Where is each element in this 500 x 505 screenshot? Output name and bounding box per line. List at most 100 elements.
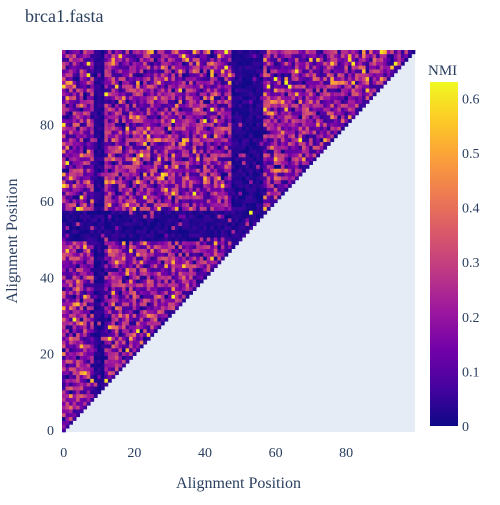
heatmap-cell xyxy=(125,141,130,146)
heatmap-cell xyxy=(171,305,176,311)
heatmap-cell xyxy=(273,195,278,200)
heatmap-cell xyxy=(333,88,338,93)
heatmap-cell xyxy=(76,317,80,322)
heatmap-cell xyxy=(220,153,225,158)
heatmap-cell xyxy=(132,302,137,307)
heatmap-cell xyxy=(65,107,70,112)
heatmap-cell xyxy=(277,187,282,192)
heatmap-cell xyxy=(125,233,130,238)
heatmap-cell xyxy=(319,141,324,146)
plot-area[interactable] xyxy=(62,50,416,433)
heatmap-cell xyxy=(83,344,88,349)
heatmap-cell xyxy=(76,244,80,249)
heatmap-cell xyxy=(171,122,176,127)
heatmap-cell xyxy=(86,50,91,55)
heatmap-cell xyxy=(93,195,98,200)
heatmap-cell xyxy=(111,210,116,215)
heatmap-cell xyxy=(171,95,176,101)
heatmap-cell xyxy=(189,145,193,150)
heatmap-cell xyxy=(167,290,172,295)
heatmap-cell xyxy=(344,61,349,66)
heatmap-cell xyxy=(287,118,292,123)
heatmap-cell xyxy=(76,134,80,139)
heatmap-cell xyxy=(174,61,179,66)
heatmap-cell xyxy=(273,111,278,116)
heatmap-cell xyxy=(153,160,158,165)
heatmap-cell xyxy=(178,298,183,303)
heatmap-cell xyxy=(294,137,299,143)
heatmap-cell xyxy=(326,92,331,97)
heatmap-cell xyxy=(167,214,172,219)
heatmap-cell xyxy=(164,302,169,307)
heatmap-cell xyxy=(266,80,271,85)
heatmap-cell xyxy=(146,107,151,112)
heatmap-cell xyxy=(245,160,250,165)
heatmap-cell xyxy=(160,198,165,204)
heatmap-cell xyxy=(280,80,285,85)
heatmap-cell xyxy=(86,237,91,242)
heatmap-cell xyxy=(72,141,77,146)
heatmap-cell xyxy=(256,65,261,70)
heatmap-cell xyxy=(90,160,95,165)
heatmap-cell xyxy=(125,206,130,211)
heatmap-cell xyxy=(220,183,225,188)
heatmap-cell xyxy=(330,65,335,70)
heatmap-cell xyxy=(97,103,102,108)
heatmap-cell xyxy=(129,233,133,238)
heatmap-cell xyxy=(376,65,381,70)
heatmap-cell xyxy=(143,225,148,230)
heatmap-cell xyxy=(62,389,66,395)
heatmap-cell xyxy=(132,134,137,139)
heatmap-cell xyxy=(347,88,352,93)
heatmap-cell xyxy=(125,359,130,364)
heatmap-cell xyxy=(146,210,151,215)
heatmap-cell xyxy=(107,340,112,345)
heatmap-cell xyxy=(298,134,303,139)
heatmap-cell xyxy=(122,126,126,131)
heatmap-cell xyxy=(213,210,218,215)
heatmap-cell xyxy=(203,92,208,97)
heatmap-cell xyxy=(196,88,201,93)
heatmap-cell xyxy=(270,122,275,127)
heatmap-cell xyxy=(125,183,130,188)
heatmap-cell xyxy=(192,267,197,272)
heatmap-cell xyxy=(118,210,123,215)
heatmap-cell xyxy=(132,149,137,154)
heatmap-cell xyxy=(65,298,70,303)
heatmap-cell xyxy=(153,283,158,288)
heatmap-cell xyxy=(153,252,158,257)
heatmap-cell xyxy=(199,130,204,135)
heatmap-cell xyxy=(83,336,88,341)
heatmap-cell xyxy=(132,263,137,269)
heatmap-cell xyxy=(196,263,201,269)
heatmap-cell xyxy=(245,65,250,70)
heatmap-cell xyxy=(100,294,105,299)
heatmap-cell xyxy=(210,92,215,97)
heatmap-cell xyxy=(76,405,80,410)
heatmap-cell xyxy=(319,61,324,66)
heatmap-cell xyxy=(270,80,275,85)
heatmap-cell xyxy=(65,344,70,349)
heatmap-cell xyxy=(174,137,179,143)
heatmap-cell xyxy=(62,351,66,356)
heatmap-cell xyxy=(69,286,73,292)
heatmap-cell xyxy=(69,332,73,337)
heatmap-cell xyxy=(227,65,232,70)
heatmap-cell xyxy=(69,122,73,127)
heatmap-cell xyxy=(132,164,137,169)
heatmap-cell xyxy=(164,191,169,196)
heatmap-cell xyxy=(284,160,289,165)
heatmap-cell xyxy=(118,118,123,123)
heatmap-cell xyxy=(65,126,70,131)
heatmap-cell xyxy=(83,191,88,196)
heatmap-cell xyxy=(220,72,225,78)
heatmap-cell xyxy=(199,107,204,112)
heatmap-cell xyxy=(174,271,179,276)
heatmap-cell xyxy=(100,107,105,112)
heatmap-cell xyxy=(62,260,66,265)
heatmap-cell xyxy=(114,218,119,223)
heatmap-cell xyxy=(65,187,70,192)
heatmap-cell xyxy=(365,53,370,58)
heatmap-cell xyxy=(83,260,88,265)
heatmap-cell xyxy=(153,237,158,242)
